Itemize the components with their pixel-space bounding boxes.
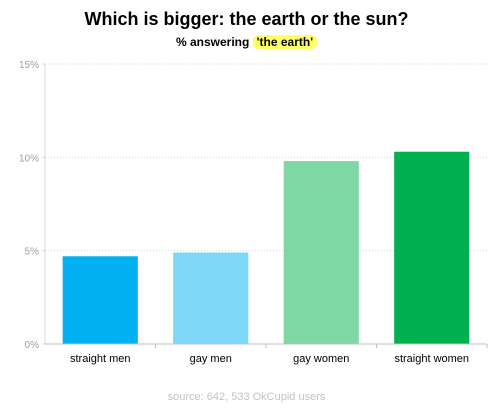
bar-gay-men: [173, 252, 249, 344]
bar-straight-women: [394, 151, 470, 344]
axis-layer: [42, 63, 488, 348]
y-tick-label: 5%: [25, 247, 40, 258]
bar-straight-men: [62, 256, 138, 344]
y-tick-label: 0%: [25, 340, 40, 351]
chart-title: Which is bigger: the earth or the sun?: [84, 9, 409, 29]
y-tick-label: 15%: [19, 60, 39, 71]
bars-layer: [62, 151, 470, 344]
x-category-label: gay women: [293, 353, 349, 365]
labels-layer: 0% 5% 10% 15% straight men gay men gay women st…: [19, 60, 469, 365]
x-category-label: straight men: [70, 353, 131, 365]
chart-subtitle: % answering 'the earth': [0, 34, 493, 50]
subtitle-prefix: % answering: [175, 35, 250, 49]
chart-source: source: 642, 533 OkCupid users: [167, 391, 326, 403]
x-category-label: straight women: [394, 353, 469, 365]
bar-gay-women: [283, 161, 359, 344]
y-tick-label: 10%: [19, 153, 39, 164]
subtitle-highlight: 'the earth': [252, 35, 318, 49]
x-category-label: gay men: [190, 353, 232, 365]
